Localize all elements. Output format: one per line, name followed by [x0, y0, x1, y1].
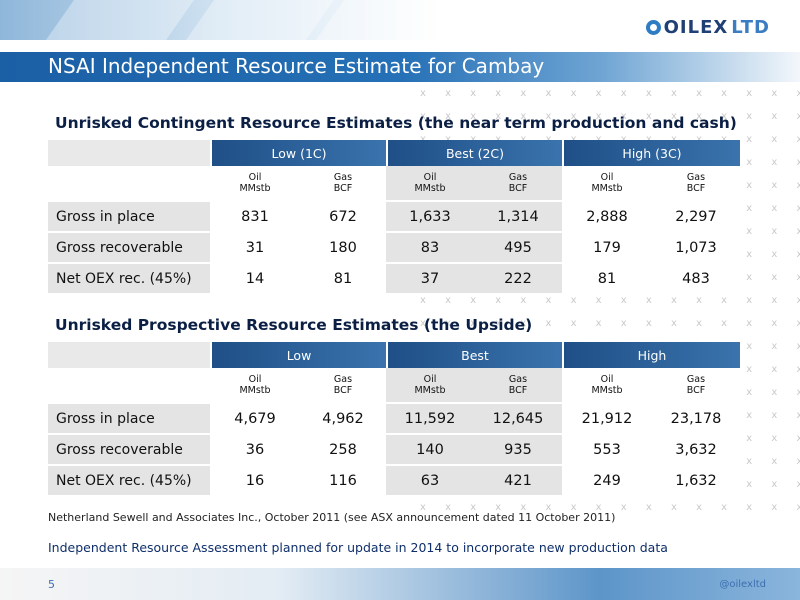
table-cell: 421: [474, 464, 562, 495]
prospective-resource-table: Low Best High Oil MMstb Gas BCF Oil MMstb G…: [48, 342, 740, 495]
unit-header-row: Oil MMstb Gas BCF Oil MMstb Gas BCF Oil MMstb…: [48, 368, 740, 402]
unit-blank-cell: [48, 166, 210, 200]
contingent-section-title: Unrisked Contingent Resource Estimates (…: [55, 114, 737, 132]
company-logo: OILEX LTD: [645, 17, 770, 38]
oil-drop-icon: [645, 20, 661, 35]
table-cell: 935: [474, 433, 562, 464]
logo-text-secondary: LTD: [731, 17, 770, 38]
unit-header-row: Oil MMstb Gas BCF Oil MMstb Gas BCF Oil MMstb…: [48, 166, 740, 200]
row-label: Gross in place: [48, 402, 210, 433]
contingent-resource-table: Low (1C) Best (2C) High (3C) Oil MMstb Ga…: [48, 140, 740, 293]
group-header-high: High (3C): [562, 140, 740, 166]
table-cell: 4,679: [210, 402, 300, 433]
row-label: Gross in place: [48, 200, 210, 231]
slide-title: NSAI Independent Resource Estimate for C…: [48, 54, 545, 78]
table-cell: 81: [300, 262, 386, 293]
table-cell: 14: [210, 262, 300, 293]
table-cell: 180: [300, 231, 386, 262]
table-cell: 179: [562, 231, 652, 262]
unit-header: Oil MMstb: [562, 166, 652, 200]
group-header-best: Best (2C): [386, 140, 562, 166]
table-cell: 11,592: [386, 402, 474, 433]
header-blank-cell: [48, 140, 210, 166]
header-blank-cell: [48, 342, 210, 368]
planned-update-note: Independent Resource Assessment planned …: [48, 540, 668, 555]
group-header-row: Low (1C) Best (2C) High (3C): [48, 140, 740, 166]
footer-handle: @oilexltd: [719, 579, 766, 590]
unit-header: Gas BCF: [474, 368, 562, 402]
table-cell: 16: [210, 464, 300, 495]
row-label: Gross recoverable: [48, 231, 210, 262]
unit-header: Oil MMstb: [386, 166, 474, 200]
table-cell: 4,962: [300, 402, 386, 433]
table-cell: 2,888: [562, 200, 652, 231]
table-row: Net OEX rec. (45%) 16 116 63 421 249 1,6…: [48, 464, 740, 495]
table-cell: 23,178: [652, 402, 740, 433]
footer-band: [0, 568, 800, 600]
table-cell: 495: [474, 231, 562, 262]
row-label: Net OEX rec. (45%): [48, 262, 210, 293]
prospective-section-title: Unrisked Prospective Resource Estimates …: [55, 316, 533, 334]
unit-header: Oil MMstb: [562, 368, 652, 402]
unit-header: Gas BCF: [300, 166, 386, 200]
title-bar: NSAI Independent Resource Estimate for C…: [0, 52, 800, 82]
table-cell: 483: [652, 262, 740, 293]
group-header-high: High: [562, 342, 740, 368]
table-cell: 1,073: [652, 231, 740, 262]
unit-header: Gas BCF: [652, 368, 740, 402]
table-cell: 83: [386, 231, 474, 262]
table-cell: 249: [562, 464, 652, 495]
table-cell: 21,912: [562, 402, 652, 433]
unit-header: Oil MMstb: [210, 368, 300, 402]
table-cell: 63: [386, 464, 474, 495]
table-row: Gross in place 831 672 1,633 1,314 2,888…: [48, 200, 740, 231]
table-cell: 2,297: [652, 200, 740, 231]
logo-text-primary: OILEX: [663, 17, 729, 38]
table-cell: 553: [562, 433, 652, 464]
table-cell: 116: [300, 464, 386, 495]
table-cell: 222: [474, 262, 562, 293]
table-row: Net OEX rec. (45%) 14 81 37 222 81 483: [48, 262, 740, 293]
source-footnote: Netherland Sewell and Associates Inc., O…: [48, 511, 616, 524]
unit-header: Gas BCF: [652, 166, 740, 200]
table-cell: 1,633: [386, 200, 474, 231]
unit-header: Gas BCF: [474, 166, 562, 200]
table-cell: 1,314: [474, 200, 562, 231]
table-cell: 258: [300, 433, 386, 464]
unit-blank-cell: [48, 368, 210, 402]
group-header-low: Low (1C): [210, 140, 386, 166]
header-band: [0, 0, 800, 40]
table-cell: 37: [386, 262, 474, 293]
page-number: 5: [48, 578, 55, 591]
table-cell: 672: [300, 200, 386, 231]
table-cell: 31: [210, 231, 300, 262]
group-header-low: Low: [210, 342, 386, 368]
table-cell: 36: [210, 433, 300, 464]
table-row: Gross recoverable 31 180 83 495 179 1,07…: [48, 231, 740, 262]
table-cell: 12,645: [474, 402, 562, 433]
table-cell: 140: [386, 433, 474, 464]
table-cell: 1,632: [652, 464, 740, 495]
unit-header: Oil MMstb: [386, 368, 474, 402]
table-cell: 3,632: [652, 433, 740, 464]
table-row: Gross recoverable 36 258 140 935 553 3,6…: [48, 433, 740, 464]
table-row: Gross in place 4,679 4,962 11,592 12,645…: [48, 402, 740, 433]
group-header-best: Best: [386, 342, 562, 368]
unit-header: Oil MMstb: [210, 166, 300, 200]
table-cell: 831: [210, 200, 300, 231]
row-label: Gross recoverable: [48, 433, 210, 464]
group-header-row: Low Best High: [48, 342, 740, 368]
unit-header: Gas BCF: [300, 368, 386, 402]
table-cell: 81: [562, 262, 652, 293]
row-label: Net OEX rec. (45%): [48, 464, 210, 495]
